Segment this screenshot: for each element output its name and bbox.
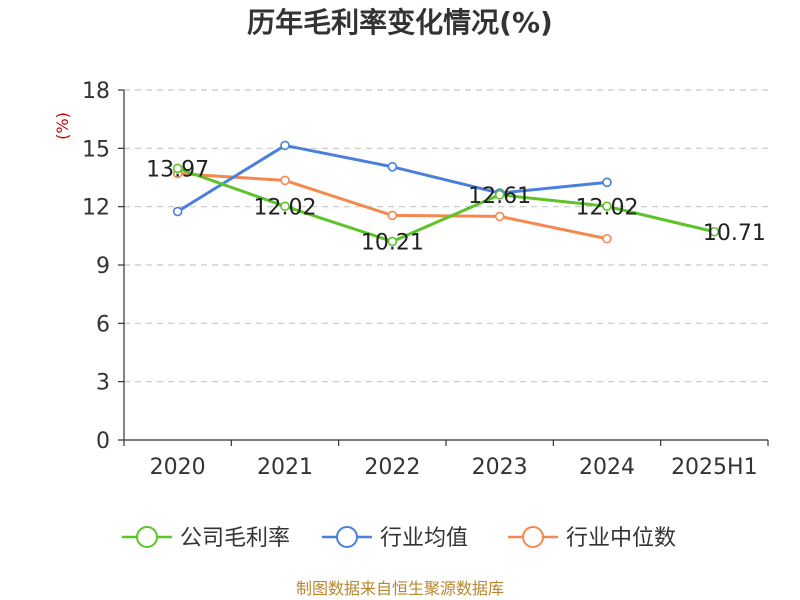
y-tick-label: 15 [82, 137, 110, 162]
data-point[interactable] [387, 162, 398, 172]
legend-item[interactable]: 行业中位数 [508, 526, 676, 551]
x-tick-label: 2022 [364, 455, 420, 480]
legend-item[interactable]: 公司毛利率 [122, 526, 290, 551]
data-label: 10.71 [703, 221, 766, 246]
y-tick-label: 12 [82, 196, 110, 221]
x-tick-labels: 2020 2021 2022 2023 2024 2025H1 [150, 455, 758, 480]
legend-label: 行业中位数 [566, 526, 676, 551]
data-point[interactable] [494, 211, 505, 222]
data-point[interactable] [387, 210, 398, 221]
y-tick-label: 0 [96, 429, 110, 454]
data-point[interactable] [172, 206, 183, 217]
data-label: 12.02 [254, 195, 317, 220]
y-tick-label: 3 [96, 371, 110, 396]
legend-label: 行业均值 [380, 526, 468, 551]
y-tick-label: 18 [82, 79, 110, 104]
data-point[interactable] [709, 226, 720, 237]
legend-marker [522, 526, 544, 548]
series-line [177, 166, 715, 243]
data-point[interactable] [602, 233, 612, 244]
y-tick-label: 9 [96, 254, 110, 279]
legend-label: 公司毛利率 [180, 526, 290, 551]
y-tick-labels: 0 3 6 9 12 15 18 [82, 79, 110, 454]
data-point[interactable] [602, 177, 612, 188]
y-axis-unit: (%) [53, 112, 72, 140]
series-2 [172, 168, 612, 244]
data-point[interactable] [280, 140, 290, 151]
data-point[interactable] [280, 175, 290, 186]
data-label: 12.61 [468, 184, 531, 209]
grid-lines [124, 89, 768, 383]
data-point[interactable] [387, 236, 398, 247]
x-tick-label: 2024 [579, 455, 635, 480]
data-labels: 13.97 12.02 10.21 12.61 12.02 10.71 [146, 157, 766, 255]
legend-marker [136, 526, 158, 548]
legend-item[interactable]: 行业均值 [322, 526, 468, 551]
series-group [172, 140, 720, 247]
legend[interactable]: 公司毛利率 行业均值 行业中位数 [122, 526, 676, 551]
data-point[interactable] [494, 190, 505, 200]
x-tick-label: 2021 [257, 455, 313, 480]
data-point[interactable] [602, 201, 612, 212]
axes [118, 89, 769, 446]
data-label: 12.02 [576, 195, 639, 220]
legend-marker [336, 526, 358, 548]
data-label: 13.97 [146, 157, 209, 182]
data-point[interactable] [172, 163, 183, 174]
chart-title: 历年毛利率变化情况(%) [247, 6, 553, 39]
data-label: 10.21 [361, 230, 424, 255]
y-tick-label: 6 [96, 312, 110, 337]
x-tick-label: 2025H1 [671, 455, 758, 480]
series-0 [172, 163, 720, 247]
x-tick-label: 2023 [472, 455, 528, 480]
x-tick-label: 2020 [150, 455, 206, 480]
source-note: 制图数据来自恒生聚源数据库 [296, 579, 504, 598]
data-point[interactable] [280, 201, 290, 212]
